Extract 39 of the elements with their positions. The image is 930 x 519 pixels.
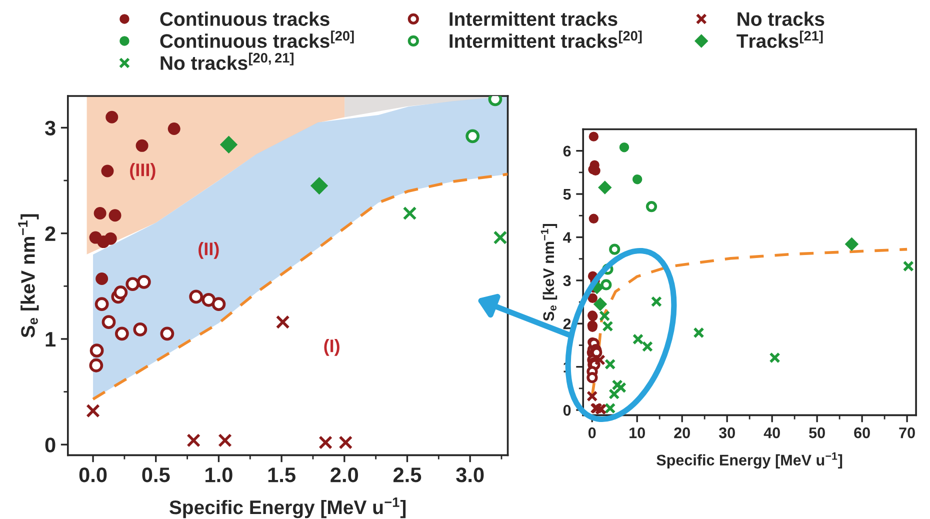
y-tick-label: 1 (46, 332, 56, 347)
legend-label: Intermittent tracks$^{[20]}$ (450, 30, 642, 48)
legend-label: Continuous tracks$^{[20]}$ (160, 30, 354, 48)
y-tick-label: 0 (563, 404, 571, 416)
annotation: (I) (324, 339, 340, 356)
y-axis-title: S$_{e}$ [keV nm$^{−1}$] (18, 214, 39, 338)
x-tick-label: 70 (899, 427, 915, 438)
x-tick-label: 10 (630, 427, 645, 438)
x-tick-label: 0.0 (79, 468, 107, 482)
x-tick-label: 20 (674, 427, 690, 438)
y-tick-label: 6 (563, 146, 571, 157)
annotation: (II) (198, 242, 219, 259)
y-tick-label: 2 (45, 226, 56, 241)
legend-label: No tracks (738, 12, 824, 26)
annotation: (III) (130, 163, 156, 180)
x-tick-label: 0 (588, 427, 596, 438)
x-tick-label: 3.0 (456, 468, 484, 482)
legend-label: No tracks$^{[20,21]}$ (160, 52, 294, 70)
legend-label: Continuous tracks (160, 12, 330, 26)
y-tick-label: 2 (563, 318, 571, 330)
x-tick-label: 50 (809, 427, 825, 438)
x-tick-label: 0.5 (142, 468, 170, 482)
y-axis-title: S$_{e}$ [keV nm$^{−1}$] (540, 224, 558, 321)
y-tick-label: 3 (563, 275, 571, 286)
y-tick-label: 4 (563, 232, 572, 243)
y-tick-label: 0 (45, 438, 56, 452)
x-tick-label: 30 (718, 427, 735, 438)
y-tick-label: 3 (44, 120, 56, 136)
x-axis-title: Specific Energy [MeV u$^{−1}$] (656, 452, 842, 469)
x-tick-label: 60 (854, 427, 870, 438)
x-tick-label: 2.5 (393, 468, 422, 482)
x-tick-label: 1.5 (268, 468, 296, 482)
legend-label: Tracks$^{[21]}$ (736, 30, 823, 48)
x-tick-label: 1.0 (206, 468, 232, 482)
x-tick-label: 40 (764, 427, 780, 438)
legend-label: Intermittent tracks (450, 12, 618, 26)
x-axis-title: Specific Energy [MeV u$^{−1}$] (169, 498, 406, 518)
x-tick-label: 2.0 (330, 468, 358, 482)
y-tick-label: 5 (563, 189, 571, 200)
